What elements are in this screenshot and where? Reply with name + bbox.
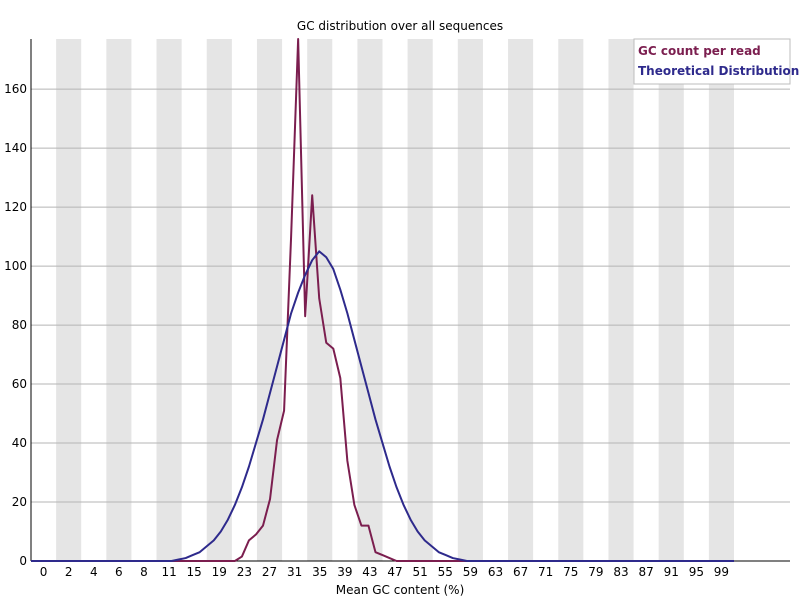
x-tick-label: 59 xyxy=(463,565,478,579)
legend-box xyxy=(633,38,791,85)
x-tick-label: 0 xyxy=(40,565,48,579)
x-tick-label: 55 xyxy=(438,565,453,579)
grid-band xyxy=(407,39,433,561)
x-tick-label: 11 xyxy=(161,565,176,579)
grid-band xyxy=(56,39,82,561)
x-tick-label: 6 xyxy=(115,565,123,579)
legend-entry-theoretical: Theoretical Distribution xyxy=(638,64,799,78)
y-tick-label: 40 xyxy=(12,436,27,450)
x-tick-label: 83 xyxy=(613,565,628,579)
legend-entry-gc-count: GC count per read xyxy=(638,44,761,58)
y-tick-label: 80 xyxy=(12,318,27,332)
grid-band xyxy=(256,39,283,561)
x-axis-label: Mean GC content (%) xyxy=(336,583,465,597)
x-tick-labels: 0 2 4 6 8 11 15 19 23 27 31 35 39 43 47 51 55 59 63 67 71 75 7… xyxy=(40,565,729,579)
x-tick-label: 4 xyxy=(90,565,98,579)
column-bands xyxy=(56,39,734,561)
grid-band xyxy=(357,39,383,561)
x-tick-label: 79 xyxy=(588,565,603,579)
x-tick-label: 71 xyxy=(538,565,553,579)
y-tick-label: 100 xyxy=(4,259,27,273)
grid-band xyxy=(708,39,734,561)
x-tick-label: 31 xyxy=(287,565,302,579)
x-tick-label: 51 xyxy=(413,565,428,579)
series-line-theoretical xyxy=(31,250,734,562)
legend: GC count per read Theoretical Distributi… xyxy=(633,38,799,85)
x-tick-label: 27 xyxy=(262,565,277,579)
grid-band xyxy=(508,39,534,561)
y-tick-labels: 0 20 40 60 80 100 120 140 160 xyxy=(4,82,27,568)
x-tick-label: 99 xyxy=(714,565,729,579)
x-tick-label: 91 xyxy=(664,565,679,579)
grid-band xyxy=(558,39,584,561)
chart-title: GC distribution over all sequences xyxy=(297,19,503,33)
y-tick-label: 20 xyxy=(12,495,27,509)
x-tick-label: 67 xyxy=(513,565,528,579)
grid-band xyxy=(457,39,483,561)
y-tick-label: 0 xyxy=(19,554,27,568)
x-tick-label: 8 xyxy=(140,565,148,579)
grid-band xyxy=(608,39,634,561)
horizontal-gridlines xyxy=(31,88,790,503)
x-tick-label: 39 xyxy=(337,565,352,579)
x-tick-label: 15 xyxy=(187,565,202,579)
y-tick-label: 120 xyxy=(4,200,27,214)
x-tick-label: 63 xyxy=(488,565,503,579)
x-tick-label: 19 xyxy=(212,565,227,579)
x-tick-label: 87 xyxy=(638,565,653,579)
y-tick-label: 160 xyxy=(4,82,27,96)
series-lines xyxy=(31,38,734,562)
x-tick-label: 2 xyxy=(65,565,73,579)
x-tick-label: 95 xyxy=(689,565,704,579)
x-tick-label: 75 xyxy=(563,565,578,579)
y-tick-label: 140 xyxy=(4,141,27,155)
x-tick-label: 43 xyxy=(362,565,377,579)
grid-band xyxy=(106,39,132,561)
grid-band xyxy=(658,39,684,561)
x-tick-label: 23 xyxy=(237,565,252,579)
grid-band xyxy=(206,39,232,561)
x-tick-label: 35 xyxy=(312,565,327,579)
x-tick-label: 47 xyxy=(387,565,402,579)
y-tick-label: 60 xyxy=(12,377,27,391)
grid-band xyxy=(156,39,182,561)
